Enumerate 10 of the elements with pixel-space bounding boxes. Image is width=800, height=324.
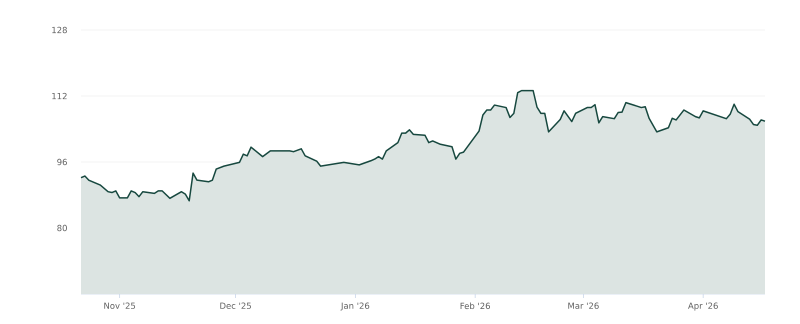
y-tick-label: 80 (57, 224, 67, 232)
x-tick-label: Feb '26 (460, 302, 490, 310)
x-tick-label: Mar '26 (568, 302, 599, 309)
x-tick-label: Dec '25 (220, 302, 251, 309)
x-tick-label: Nov '25 (104, 302, 136, 309)
x-tick-label: Jan '26 (340, 302, 370, 311)
y-tick-label: 112 (52, 92, 67, 100)
y-tick-label: 96 (57, 158, 67, 166)
x-tick-label: Apr '26 (688, 302, 718, 311)
y-tick-label: 128 (52, 26, 67, 34)
